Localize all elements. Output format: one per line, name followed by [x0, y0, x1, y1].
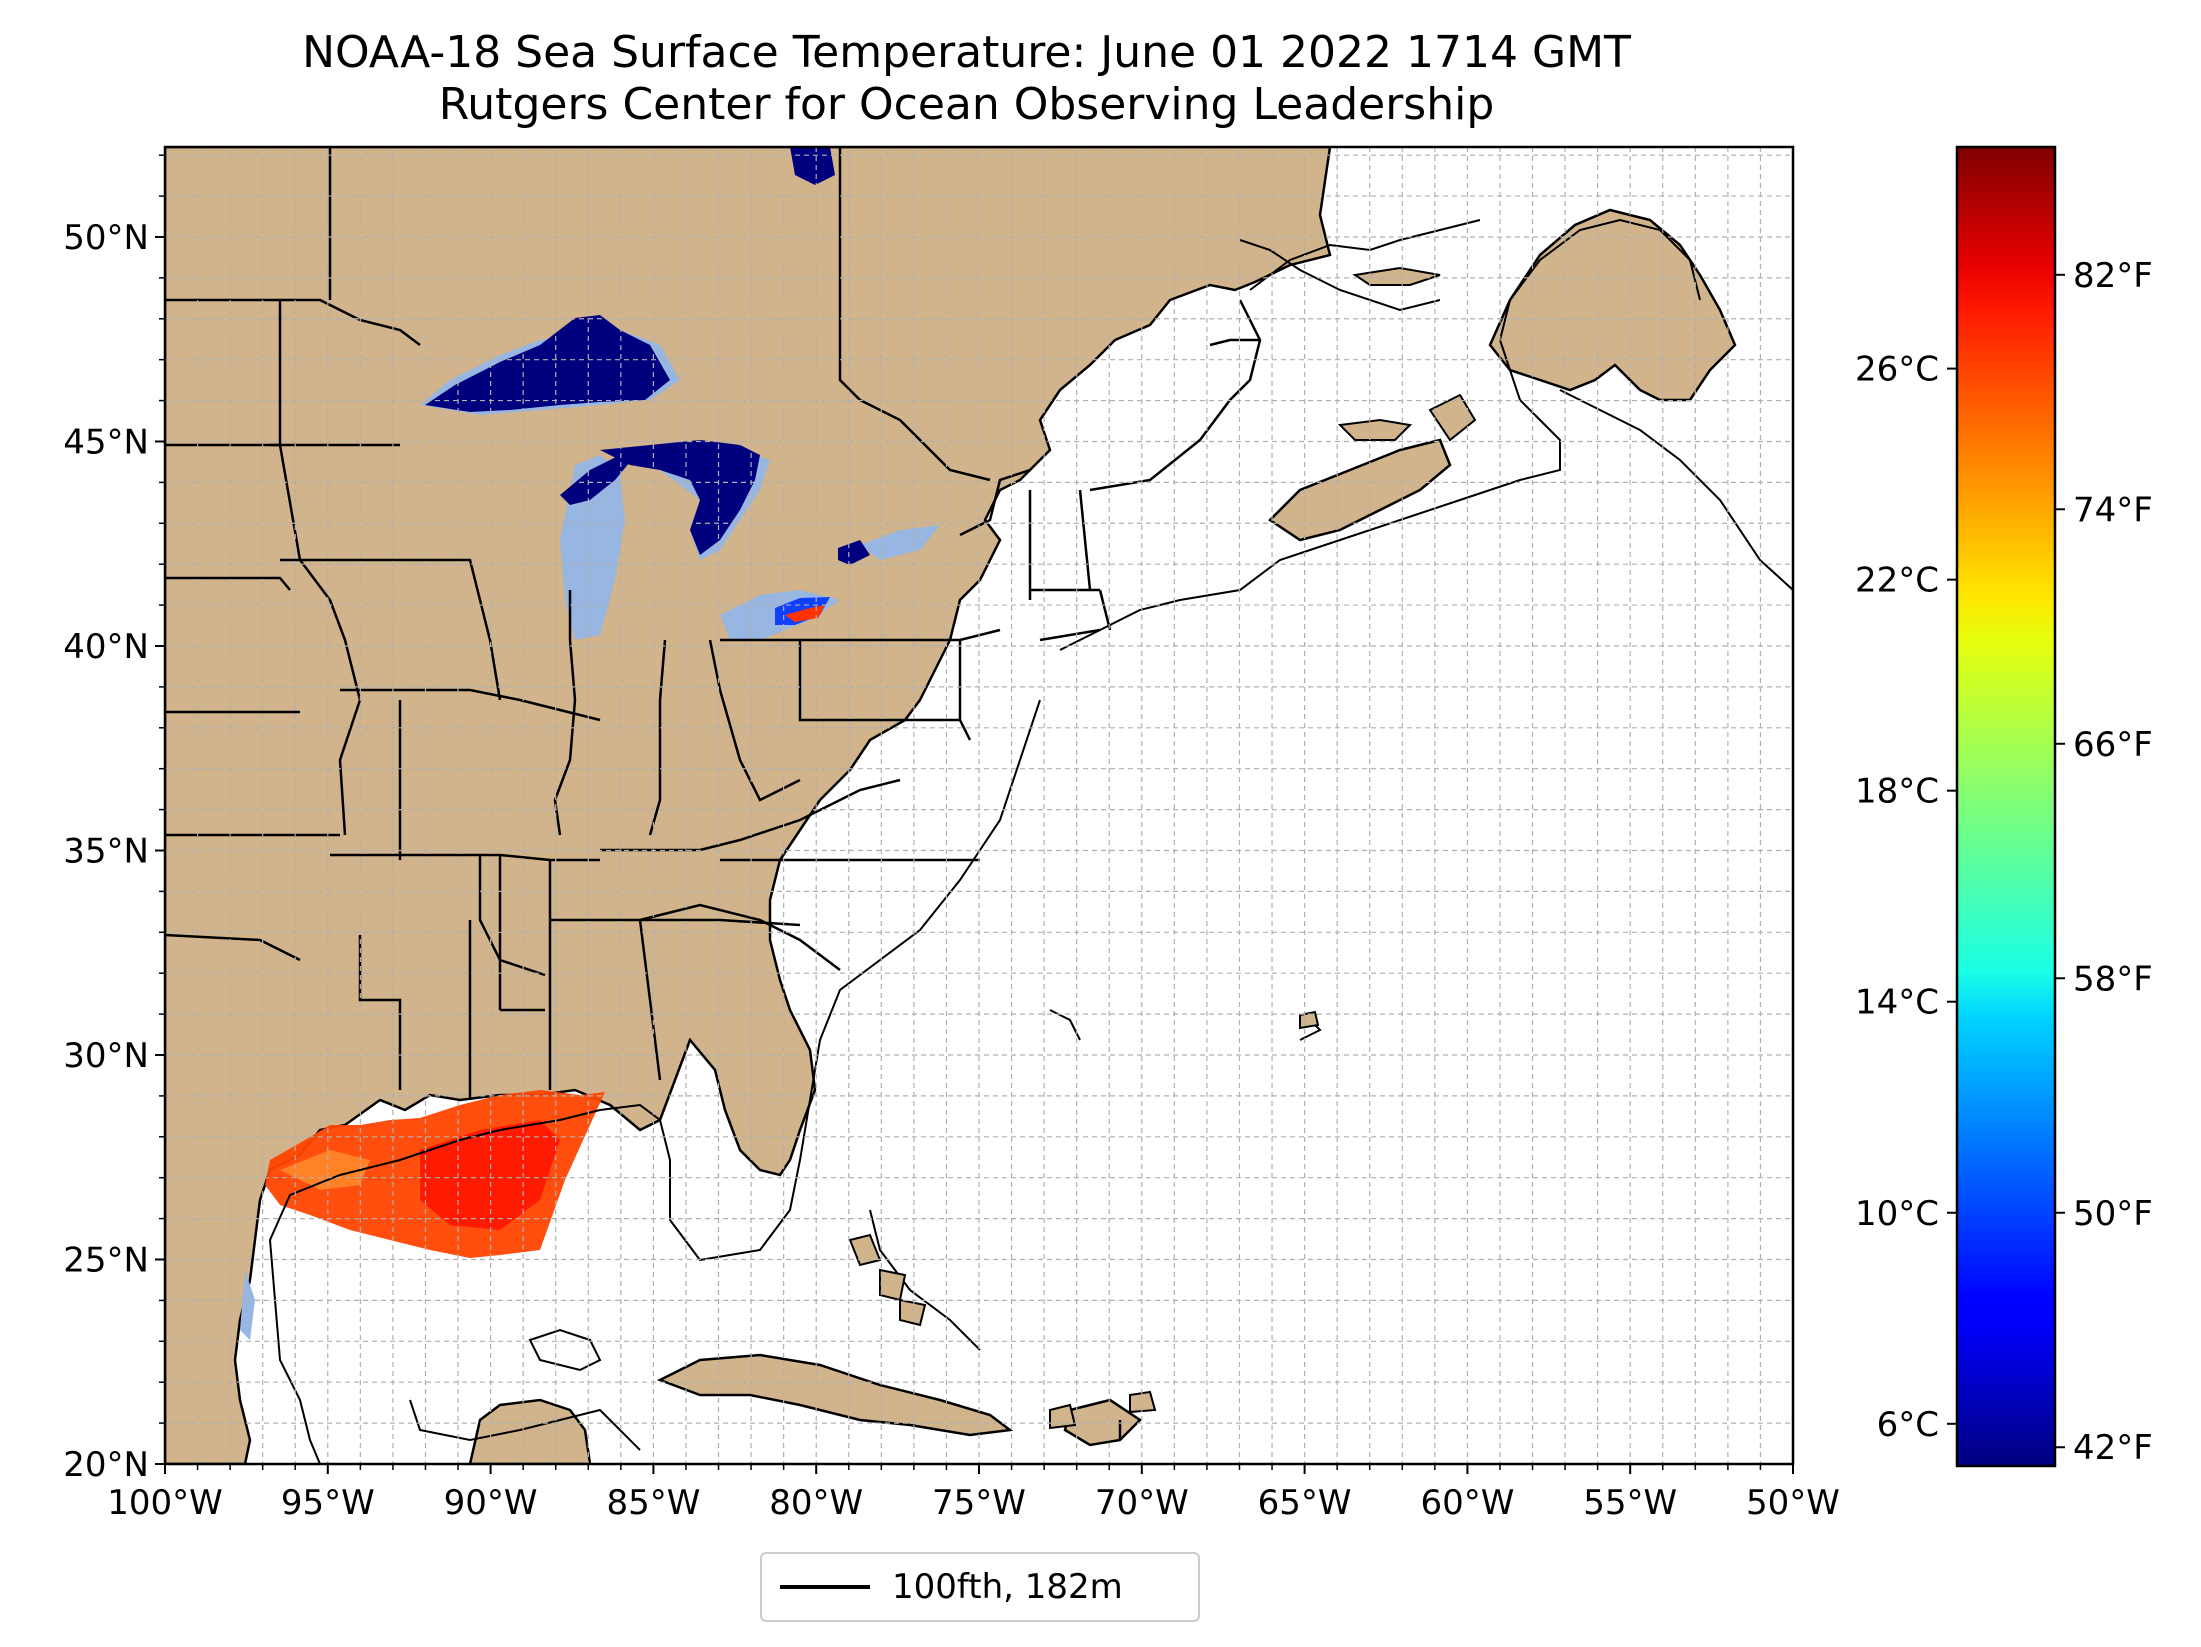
- yucatan-land: [468, 1398, 592, 1464]
- x-tick-label: 100°W: [107, 1483, 223, 1523]
- chart-subtitle: Rutgers Center for Ocean Observing Leade…: [438, 79, 1495, 130]
- colorbar-fahrenheit-label: 58°F: [2073, 959, 2153, 999]
- x-tick-label: 80°W: [769, 1483, 863, 1523]
- colorbar-celsius-label: 18°C: [1855, 772, 1939, 812]
- legend: 100fth, 182m: [760, 1552, 1200, 1622]
- y-tick-label: 45°N: [63, 422, 149, 462]
- x-tick-label: 75°W: [932, 1483, 1026, 1523]
- colorbar-celsius-label: 22°C: [1855, 561, 1939, 601]
- y-tick-label: 40°N: [63, 627, 149, 667]
- x-tick-label: 50°W: [1746, 1483, 1840, 1523]
- x-axis: 100°W 95°W 90°W 85°W 80°W 75°W 70°W 65°W 60°W 55°…: [107, 1464, 1840, 1523]
- colorbar-celsius-label: 6°C: [1877, 1405, 1939, 1445]
- y-tick-label: 35°N: [63, 831, 149, 871]
- legend-entry-label: 100fth, 182m: [892, 1567, 1123, 1607]
- y-axis: 20°N 25°N 30°N 35°N 40°N 45°N 50°N: [63, 154, 165, 1485]
- colorbar-fahrenheit-label: 82°F: [2073, 256, 2153, 296]
- y-tick-label: 30°N: [63, 1036, 149, 1076]
- colorbar-fahrenheit-label: 66°F: [2073, 725, 2153, 765]
- colorbar-celsius-axis: 6°C 10°C 14°C 18°C 22°C 26°C: [1855, 350, 1957, 1445]
- x-tick-label: 95°W: [281, 1483, 375, 1523]
- political-borders: [165, 147, 1262, 1440]
- newfoundland-land: [1488, 208, 1737, 402]
- nova-scotia-land: [1268, 438, 1452, 542]
- colorbar-celsius-label: 14°C: [1855, 983, 1939, 1023]
- x-tick-label: 55°W: [1583, 1483, 1677, 1523]
- y-tick-label: 50°N: [63, 218, 149, 258]
- hudson-bay-corner-sst: [790, 147, 835, 185]
- colorbar-fahrenheit-label: 74°F: [2073, 490, 2153, 530]
- colorbar: [1955, 145, 2057, 1468]
- anticosti-land: [1352, 266, 1441, 286]
- colorbar-fahrenheit-label: 50°F: [2073, 1194, 2153, 1234]
- colorbar-celsius-label: 26°C: [1855, 350, 1939, 390]
- legend-line-swatch: [780, 1585, 870, 1589]
- colorbar-fahrenheit-axis: 42°F 50°F 58°F 66°F 74°F 82°F: [2055, 256, 2153, 1468]
- lake-michigan-sst: [560, 450, 640, 505]
- cuba-land: [656, 1353, 1014, 1437]
- pei-land: [1337, 418, 1413, 441]
- lake-huron-sst: [600, 440, 760, 555]
- x-tick-label: 90°W: [444, 1483, 538, 1523]
- x-tick-label: 65°W: [1258, 1483, 1352, 1523]
- gridlines: [165, 147, 1793, 1464]
- isobath-100fth: [268, 218, 1793, 1464]
- y-tick-label: 25°N: [63, 1240, 149, 1280]
- x-tick-label: 70°W: [1095, 1483, 1189, 1523]
- colorbar-celsius-label: 10°C: [1855, 1194, 1939, 1234]
- gulf-sst-swath-cool: [280, 1150, 370, 1190]
- lake-ontario-sst: [838, 540, 870, 565]
- small-islands: [848, 1010, 1320, 1430]
- y-tick-label: 20°N: [63, 1445, 149, 1485]
- lake-superior-sst: [425, 315, 670, 412]
- lake-erie-warm-sst: [785, 605, 825, 622]
- cape-breton-land: [1428, 393, 1477, 442]
- colorbar-fahrenheit-label: 42°F: [2073, 1428, 2153, 1468]
- x-tick-label: 60°W: [1420, 1483, 1514, 1523]
- chart-title: NOAA-18 Sea Surface Temperature: June 01…: [302, 27, 1631, 78]
- x-tick-label: 85°W: [606, 1483, 700, 1523]
